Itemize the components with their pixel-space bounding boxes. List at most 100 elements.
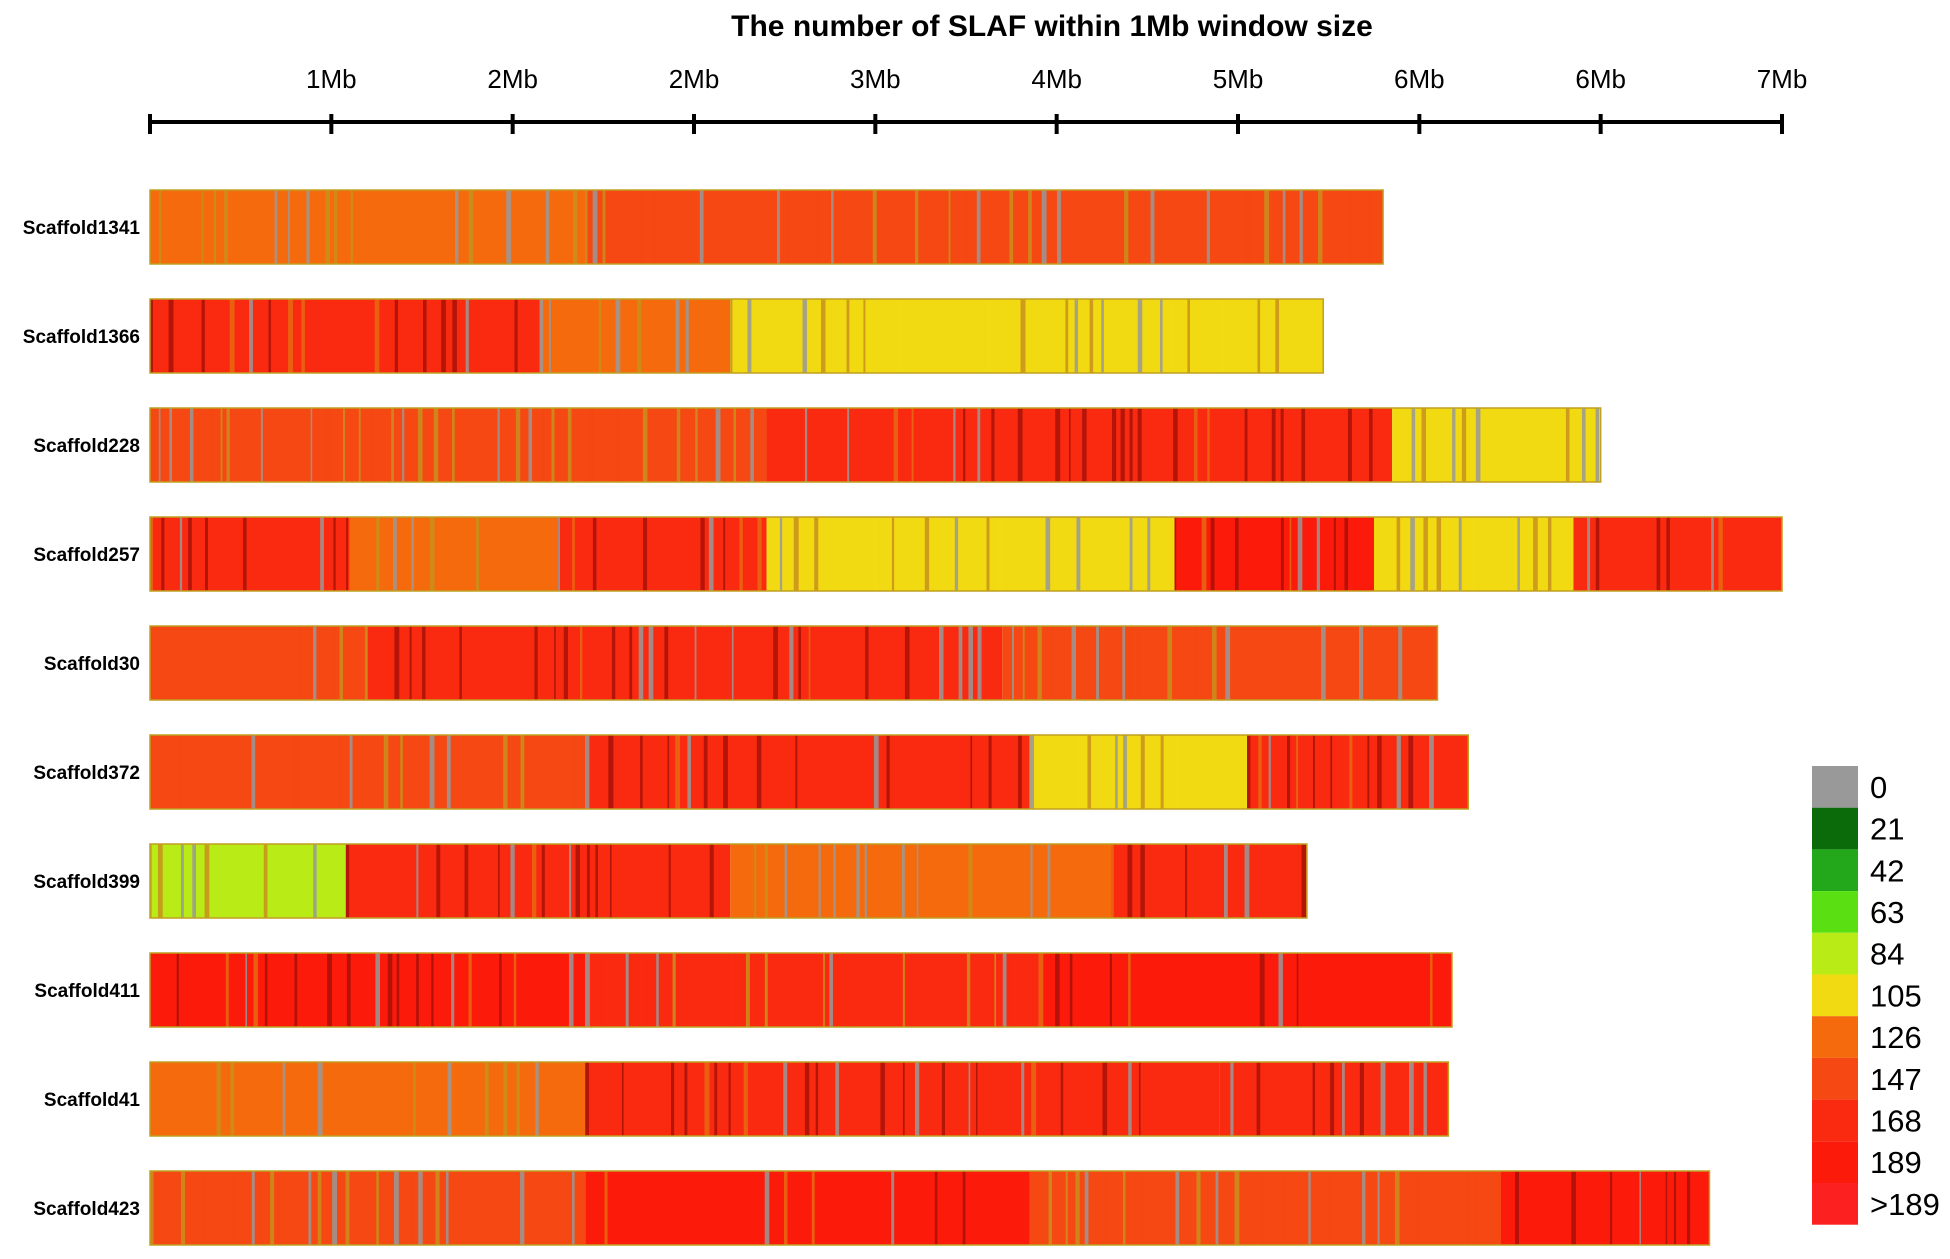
density-stripe xyxy=(513,953,517,1027)
density-stripe xyxy=(1515,1171,1519,1245)
density-stripe xyxy=(1316,517,1320,591)
density-stripe xyxy=(1160,299,1163,373)
density-stripe xyxy=(497,408,500,482)
density-stripe xyxy=(592,517,597,591)
density-stripe xyxy=(1089,299,1094,373)
density-stripe xyxy=(1244,408,1248,482)
density-stripe xyxy=(516,1062,520,1136)
density-stripe xyxy=(342,408,346,482)
density-stripe xyxy=(902,1062,905,1136)
tick-label: 4Mb xyxy=(1031,64,1082,94)
density-stripe xyxy=(1275,299,1280,373)
density-stripe xyxy=(639,190,644,264)
density-stripe xyxy=(1003,844,1008,918)
density-stripe xyxy=(396,953,400,1027)
density-stripe xyxy=(1069,953,1073,1027)
density-stripe xyxy=(629,626,633,700)
legend-swatch xyxy=(1812,807,1858,850)
density-stripe xyxy=(1377,735,1382,809)
density-stripe xyxy=(1150,190,1155,264)
density-stripe xyxy=(150,626,152,700)
density-stripe xyxy=(1571,1171,1576,1245)
density-stripe xyxy=(575,844,581,918)
density-stripe xyxy=(1380,1062,1386,1136)
legend-swatch xyxy=(1812,1141,1858,1183)
density-stripe xyxy=(282,1062,286,1136)
density-stripe xyxy=(201,299,205,373)
density-stripe xyxy=(416,844,419,918)
density-stripe xyxy=(568,953,574,1027)
scaffold-label: Scaffold30 xyxy=(44,654,140,675)
density-stripe xyxy=(643,517,648,591)
segment xyxy=(1247,735,1469,809)
density-stripe xyxy=(615,299,621,373)
density-stripe xyxy=(333,517,336,591)
density-stripe xyxy=(1359,626,1364,700)
density-stripe xyxy=(975,1062,978,1136)
density-stripe xyxy=(1565,408,1570,482)
density-stripe xyxy=(1330,1062,1335,1136)
segment xyxy=(1029,735,1248,809)
legend-label: 84 xyxy=(1870,937,1904,972)
segment xyxy=(539,299,731,373)
density-stripe xyxy=(1587,517,1591,591)
density-stripe xyxy=(168,299,174,373)
density-stripe xyxy=(468,953,472,1027)
density-stripe xyxy=(997,517,1003,591)
density-stripe xyxy=(431,953,434,1027)
density-stripe xyxy=(625,953,629,1027)
density-stripe xyxy=(251,1171,255,1245)
density-stripe xyxy=(1344,517,1349,591)
density-stripe xyxy=(911,408,914,482)
density-stripe xyxy=(370,408,373,482)
density-stripe xyxy=(1465,1171,1469,1245)
density-stripe xyxy=(651,190,656,264)
density-stripe xyxy=(392,1062,395,1136)
density-stripe xyxy=(831,190,834,264)
density-stripe xyxy=(259,1171,262,1245)
density-stripe xyxy=(1087,735,1092,809)
legend-swatch xyxy=(1812,891,1858,933)
scaffold-row: Scaffold372 xyxy=(33,734,1470,810)
density-stripe xyxy=(953,408,956,482)
density-stripe xyxy=(1398,626,1403,700)
density-stripe xyxy=(1581,408,1586,482)
density-stripe xyxy=(331,844,334,918)
density-stripe xyxy=(585,1062,590,1136)
density-stripe xyxy=(1193,408,1198,482)
density-stripe xyxy=(169,408,173,482)
segment xyxy=(367,626,1003,700)
density-stripe xyxy=(1009,190,1014,264)
density-stripe xyxy=(441,299,446,373)
scaffold-row: Scaffold1366 xyxy=(23,298,1324,374)
density-stripe xyxy=(1071,626,1076,700)
density-stripe xyxy=(783,1062,788,1136)
tick-label: 1Mb xyxy=(306,64,357,94)
density-stripe xyxy=(1258,735,1262,809)
density-stripe xyxy=(614,408,620,482)
density-stripe xyxy=(1301,844,1307,918)
density-stripe xyxy=(835,1062,840,1136)
density-stripe xyxy=(1666,517,1670,591)
scaffold-label: Scaffold411 xyxy=(34,981,140,1002)
density-stripe xyxy=(158,190,162,264)
density-stripe xyxy=(150,844,152,918)
density-stripe xyxy=(684,1062,688,1136)
density-stripe xyxy=(320,517,324,591)
density-stripe xyxy=(383,735,389,809)
density-stripe xyxy=(334,190,338,264)
density-stripe xyxy=(1656,517,1661,591)
density-stripe xyxy=(1063,626,1066,700)
density-stripe xyxy=(1185,844,1188,918)
density-stripe xyxy=(595,844,598,918)
density-stripe xyxy=(1247,735,1251,809)
tick-label: 7Mb xyxy=(1757,64,1808,94)
segment xyxy=(1038,953,1452,1027)
density-stripe xyxy=(637,299,642,373)
density-stripe xyxy=(433,1062,436,1136)
density-stripe xyxy=(893,408,899,482)
density-stripe xyxy=(1215,1171,1219,1245)
density-stripe xyxy=(468,190,474,264)
density-stripe xyxy=(245,953,247,1027)
density-stripe xyxy=(447,1062,452,1136)
